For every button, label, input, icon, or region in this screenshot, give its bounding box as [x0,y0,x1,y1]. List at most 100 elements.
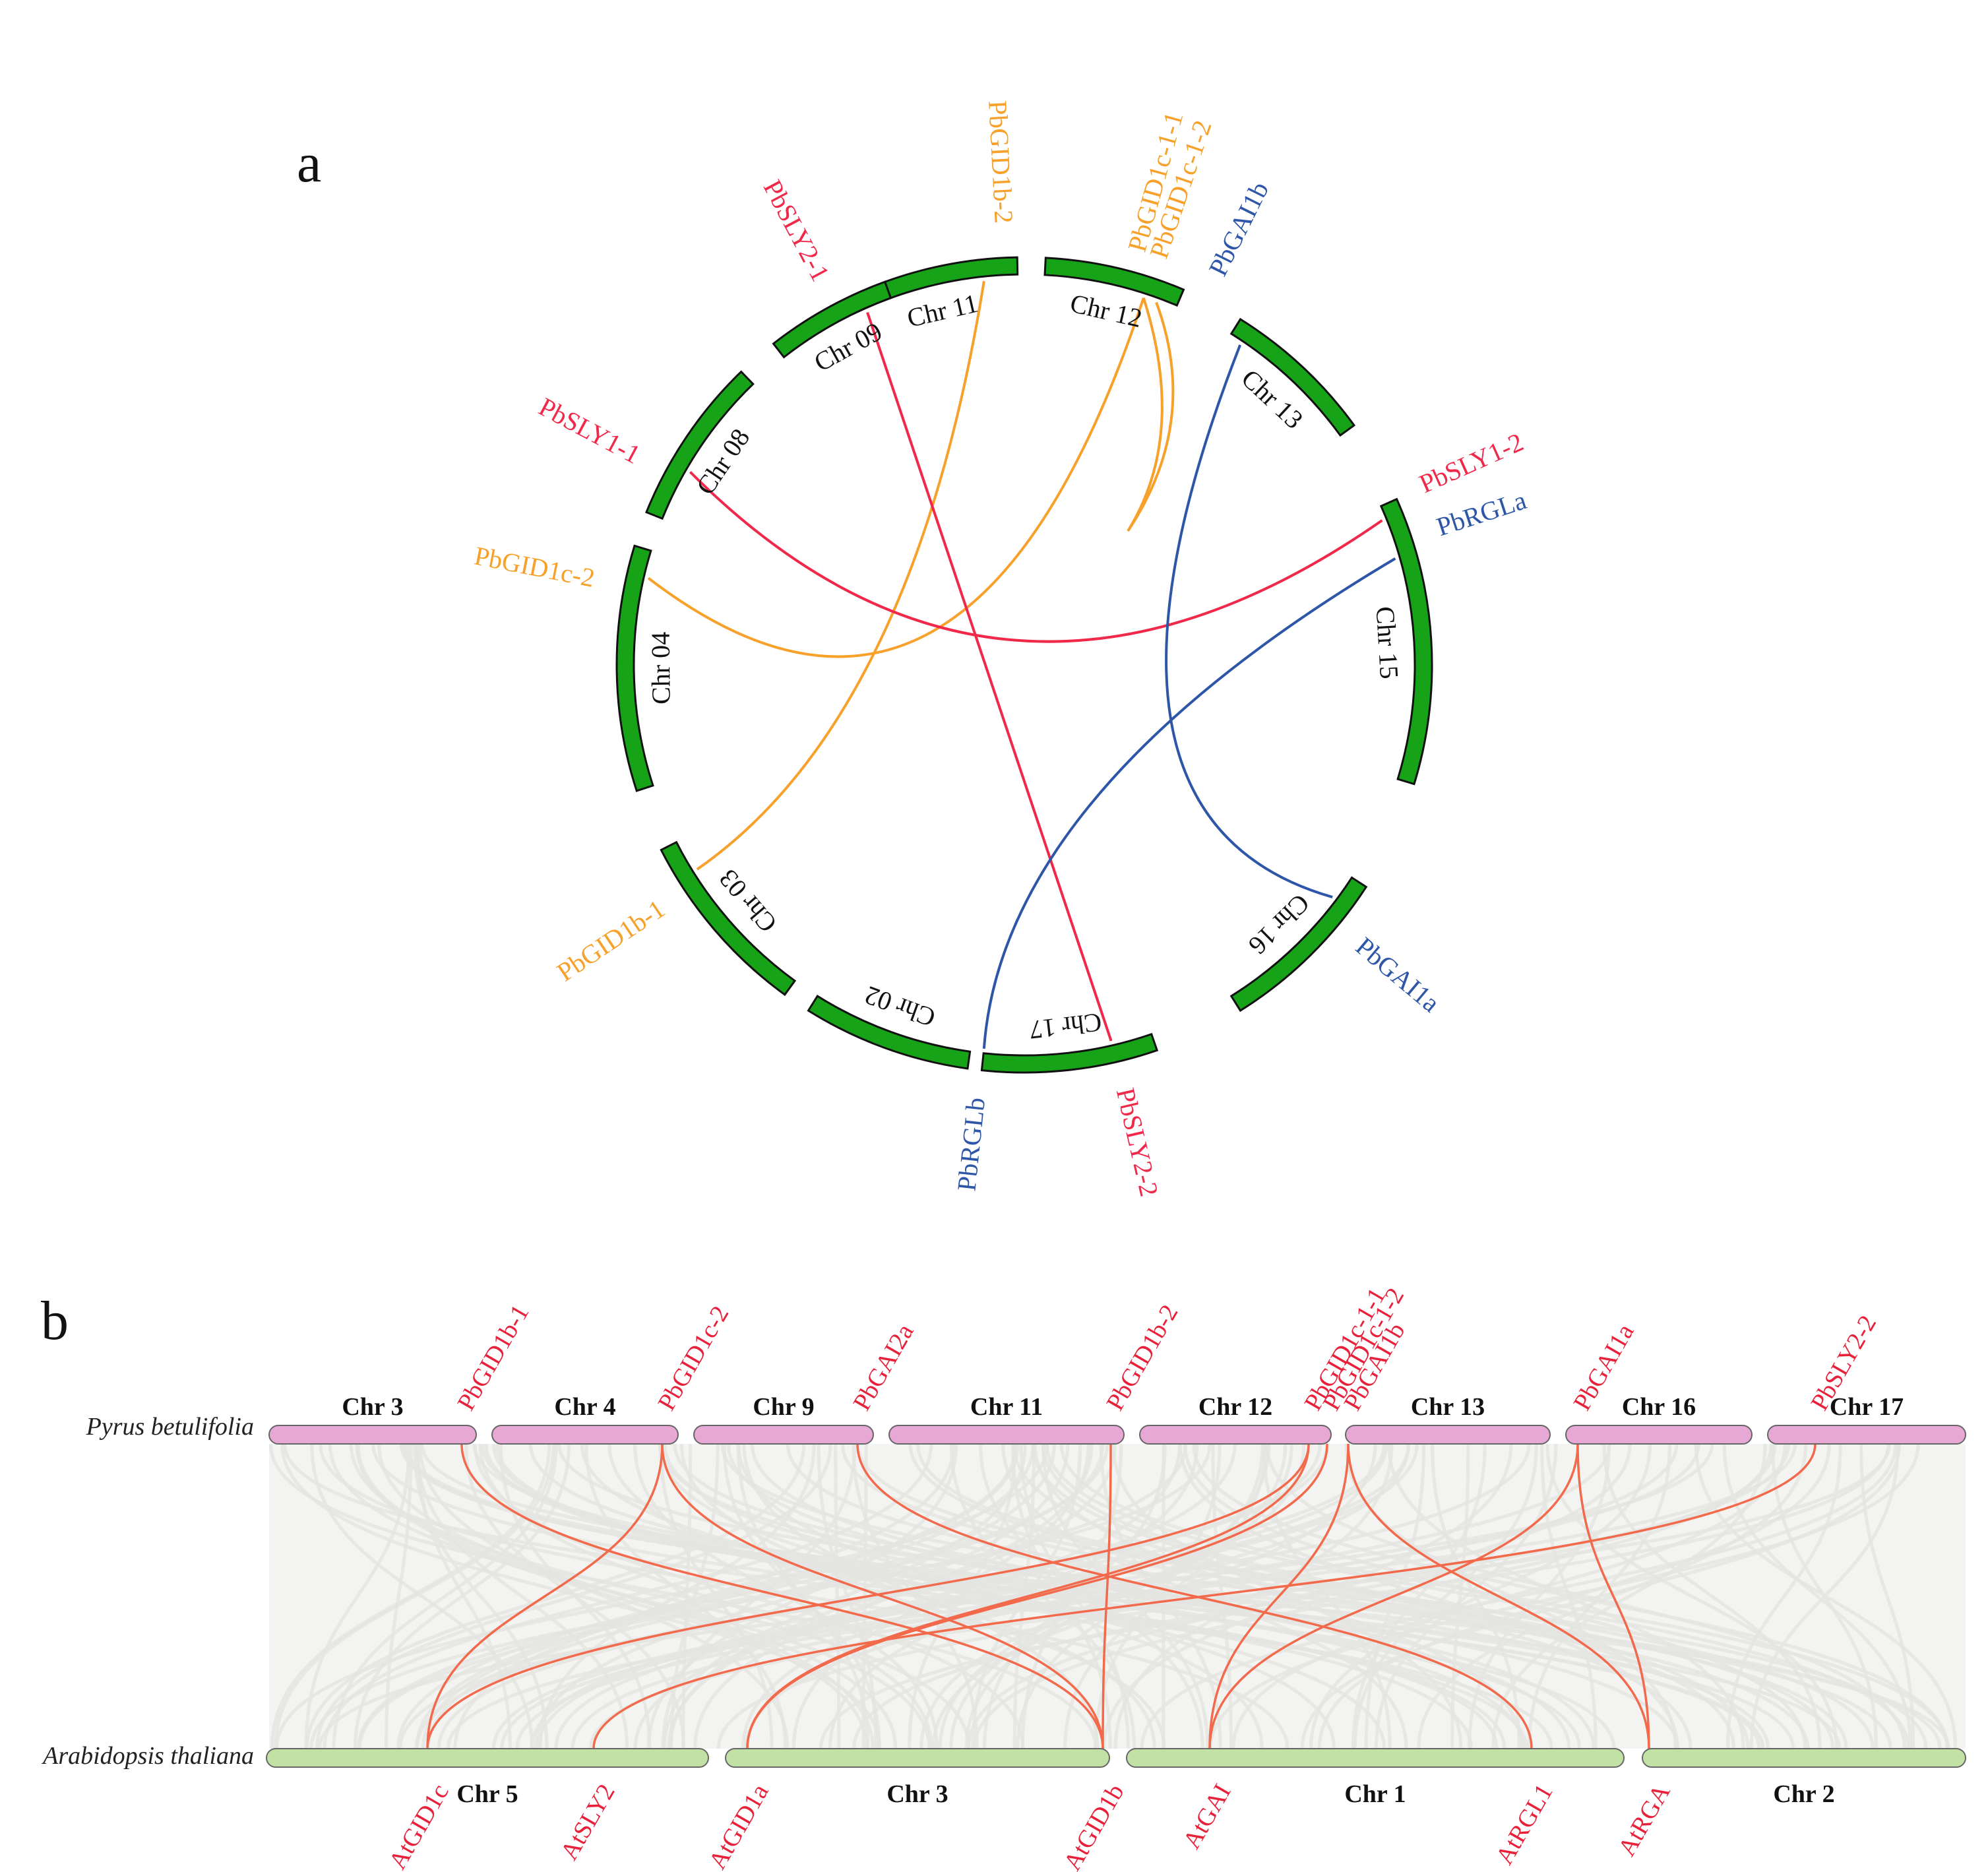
synteny-background-line [500,1443,1611,1749]
gene-label-pbrgla: PbRGLa [1433,485,1530,542]
arabidopsis-chromosome-chr-2 [1642,1748,1966,1768]
arabidopsis-gene-label-atsly2: AtSLY2 [555,1780,621,1865]
synteny-link-pbgid1c-2-atgid1c [426,1443,664,1749]
synteny-background-line [414,1443,1020,1749]
synteny-background-line [1468,1443,1611,1749]
link-pbrgla-pbrglb [982,557,1396,1049]
link-pbsly1-1-pbsly1-2 [689,471,1383,643]
synteny-background-line [275,1443,1049,1749]
pyrus-chromosome-label-chr-17: Chr 17 [1830,1393,1904,1421]
pyrus-chromosome-chr-17 [1767,1425,1966,1445]
synteny-link-pbgid1b-1-atgid1b [460,1443,1104,1749]
synteny-background-line [663,1443,1526,1749]
synteny-background-line [1140,1443,1898,1749]
arabidopsis-chromosome-chr-1 [1126,1748,1625,1768]
pyrus-chromosome-chr-4 [491,1425,679,1445]
synteny-background-line [355,1443,868,1749]
chromosome-arc-chr-04 [615,544,654,792]
arabidopsis-gene-label-atrga: AtRGA [1613,1779,1676,1861]
pyrus-chromosome-chr-3 [268,1425,477,1445]
synteny-link-pbgid1c-1-1-atgid1c [426,1443,1310,1749]
pyrus-chromosome-label-chr-13: Chr 13 [1411,1393,1485,1421]
gene-label-pbsly2-2: PbSLY2-2 [1111,1085,1164,1199]
species-bottom-label: Arabidopsis thaliana [41,1742,254,1770]
pyrus-chromosome-chr-16 [1565,1425,1753,1445]
gene-label-pbgai1b: PbGAI1b [1202,177,1274,280]
pyrus-chromosome-chr-13 [1345,1425,1551,1445]
pyrus-gene-label-pbgid1b-2: PbGID1b-2 [1101,1300,1183,1416]
synteny-background-line [446,1443,1797,1749]
link-pbsly2-1-pbsly2-2 [866,311,1113,1042]
synteny-background [268,1443,1966,1749]
chromosome-arc-chr-16 [1229,876,1368,1013]
species-top-label: Pyrus betulifolia [86,1413,254,1441]
synteny-link-pbgid1c-2-atgid1b [661,1443,1104,1749]
chromosome-arc-chr-15 [1379,497,1433,786]
synteny-background-line [633,1443,1237,1749]
circos-links [647,280,1396,1049]
synteny-background-line [1491,1443,1767,1749]
panel-b-label: b [41,1290,69,1352]
synteny-background-line [534,1443,1056,1749]
synteny-background-line [416,1443,512,1749]
panel-b-synteny: b Pyrus betulifolia Arabidopsis thaliana… [41,1283,1966,1872]
pyrus-chromosome-label-chr-16: Chr 16 [1622,1393,1696,1421]
synteny-link-pbgid1c-1-1-atgid1a [746,1443,1310,1749]
synteny-background-line [679,1443,1156,1749]
chromosome-arc-chr-11 [850,256,1019,313]
arabidopsis-gene-label-atgid1a: AtGID1a [704,1780,774,1872]
gene-label-pbgid1c-2: PbGID1c-2 [472,541,598,593]
synteny-background-line [371,1443,1528,1749]
gene-label-pbgid1b-1: PbGID1b-1 [551,894,670,987]
chromosome-arc-chr-12 [1043,257,1185,307]
arabidopsis-gene-label-atgid1c: AtGID1c [384,1780,454,1872]
pyrus-gene-label-pbgid1c-2: PbGID1c-2 [652,1301,734,1416]
synteny-background-line [908,1443,1835,1749]
synteny-background-line [399,1443,1765,1749]
synteny-link-pbgai2a-atrgl1 [856,1443,1533,1749]
synteny-background-line [1353,1443,1538,1749]
pyrus-chromosome-label-chr-12: Chr 12 [1198,1393,1272,1421]
chromosome-label-chr-11: Chr 11 [904,288,981,333]
pyrus-chromosome-chr-11 [888,1425,1125,1445]
synteny-background-line [1020,1443,1123,1749]
synteny-background-line [852,1443,1777,1749]
synteny-background-line [658,1443,1679,1749]
chromosome-arc-chr-09 [772,280,892,359]
pyrus-chromosome-label-chr-4: Chr 4 [554,1393,615,1421]
synteny-background-line [274,1443,555,1749]
chromosome-arc-chr-17 [980,1032,1159,1074]
gene-label-pbsly2-1: PbSLY2-1 [758,175,836,286]
synteny-background-line [1211,1443,1233,1749]
synteny-background-line [736,1443,870,1749]
synteny-link-pbgai1a-atrga [1576,1443,1650,1749]
pyrus-chromosome-label-chr-11: Chr 11 [970,1393,1043,1421]
arabidopsis-chromosome-chr-5 [266,1748,709,1768]
pyrus-gene-label-pbgai2a: PbGAI2a [848,1319,919,1415]
synteny-background-line [693,1443,1094,1749]
synteny-background-line [919,1443,1306,1749]
arabidopsis-gene-label-atgid1b: AtGID1b [1059,1780,1130,1872]
chromosome-label-chr-15: Chr 15 [1370,606,1404,680]
chromosome-arc-chr-13 [1229,317,1356,437]
arabidopsis-chromosome-label-chr-5: Chr 5 [456,1780,518,1808]
chromosome-label-chr-12: Chr 12 [1067,288,1144,334]
synteny-background-line [268,1443,1098,1749]
synteny-background-line [426,1443,1105,1749]
arabidopsis-chromosome-label-chr-1: Chr 1 [1344,1780,1406,1808]
synteny-background-line [1231,1443,1787,1749]
synteny-background-line [741,1443,1182,1749]
synteny-background-line [1309,1443,1652,1749]
synteny-background-line [1317,1443,1831,1749]
chromosome-label-chr-17: Chr 17 [1028,1007,1103,1045]
arabidopsis-chromosome-chr-3 [725,1748,1110,1768]
synteny-background-line [966,1443,1632,1749]
synteny-background-line [1694,1443,1958,1749]
synteny-background-line [1178,1443,1679,1749]
synteny-background-line [840,1443,1848,1749]
arabidopsis-gene-label-atgai: AtGAI [1178,1780,1237,1854]
gene-label-pbrglb: PbRGLb [951,1096,991,1193]
synteny-background-line [817,1443,878,1749]
